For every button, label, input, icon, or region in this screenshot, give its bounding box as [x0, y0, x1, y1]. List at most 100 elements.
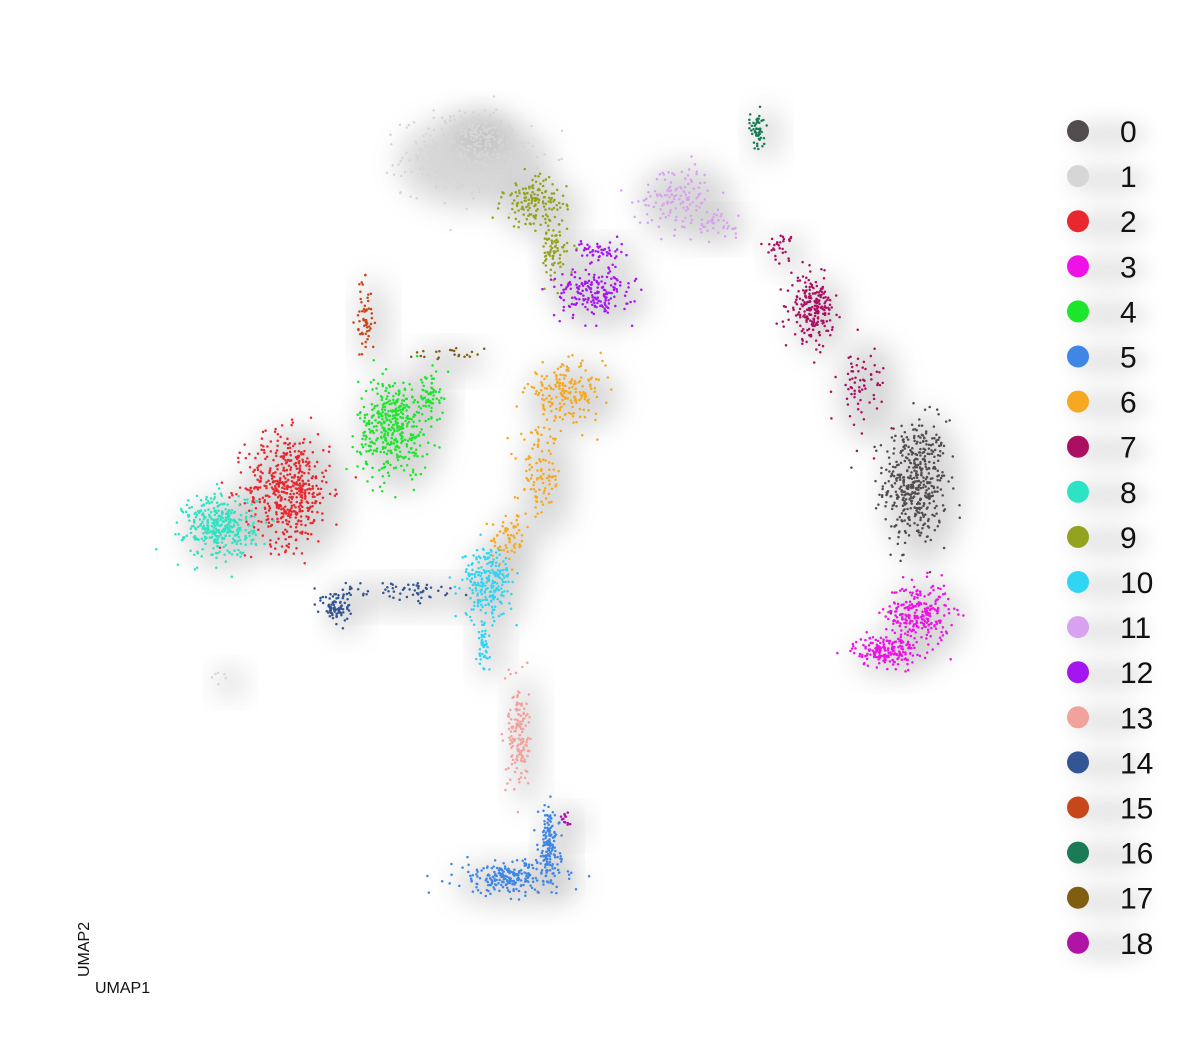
point [430, 415, 433, 419]
point [613, 256, 617, 260]
point [631, 201, 634, 204]
point [618, 284, 622, 287]
point [550, 409, 553, 413]
point [561, 262, 565, 266]
point [277, 553, 281, 556]
point [914, 465, 917, 469]
point [508, 736, 511, 739]
point [886, 667, 889, 671]
point [362, 405, 366, 409]
point [297, 456, 300, 459]
point [239, 555, 242, 558]
point [539, 855, 543, 858]
point [882, 654, 885, 657]
point [514, 729, 517, 733]
point [467, 125, 471, 129]
point [421, 388, 425, 392]
point [909, 652, 912, 655]
point [900, 603, 904, 607]
point [925, 439, 928, 443]
point [506, 590, 509, 593]
point [230, 553, 234, 556]
point [410, 418, 413, 421]
point [575, 283, 578, 287]
point [925, 575, 929, 579]
cluster-8-points [154, 482, 275, 579]
point [251, 524, 255, 527]
point [513, 718, 517, 721]
point [290, 510, 294, 513]
point [929, 615, 932, 618]
point [520, 539, 524, 543]
point [224, 519, 228, 522]
point [392, 442, 396, 445]
point [939, 587, 942, 591]
point [591, 295, 594, 299]
point [480, 592, 484, 596]
point [315, 460, 319, 464]
point [530, 863, 534, 867]
point [937, 412, 940, 416]
point [453, 118, 457, 121]
point [547, 492, 551, 496]
point [543, 826, 547, 830]
point [665, 193, 669, 197]
point [227, 514, 231, 517]
point [309, 532, 313, 536]
point [216, 541, 220, 545]
point [277, 506, 281, 510]
point [689, 214, 693, 217]
point [515, 723, 519, 726]
point [300, 499, 303, 502]
point [185, 503, 189, 507]
point [925, 609, 929, 613]
point [377, 416, 381, 419]
point [298, 482, 302, 485]
point [527, 863, 531, 866]
point [469, 166, 472, 170]
point [508, 869, 511, 873]
point [513, 761, 517, 764]
point [202, 524, 205, 528]
point [415, 410, 419, 414]
point [480, 577, 484, 580]
point [932, 425, 936, 428]
point [482, 129, 486, 133]
density-glow-cluster-14 [335, 583, 488, 612]
point [563, 413, 567, 417]
point [570, 401, 574, 404]
point [300, 470, 304, 474]
point [578, 276, 582, 280]
point [268, 468, 272, 472]
point [290, 423, 293, 427]
point [542, 855, 545, 858]
point [557, 470, 560, 473]
point [823, 306, 826, 309]
point [453, 585, 457, 589]
point [492, 608, 496, 611]
point [615, 278, 618, 281]
point [908, 476, 911, 480]
point [543, 489, 546, 492]
point [545, 397, 548, 400]
point [276, 517, 279, 520]
point [347, 591, 351, 595]
point [501, 134, 504, 137]
point [401, 156, 404, 160]
point [905, 502, 908, 505]
point [380, 467, 384, 470]
point [815, 291, 819, 294]
point [412, 488, 416, 492]
point [562, 402, 566, 406]
point [193, 512, 196, 515]
point [922, 457, 926, 460]
point [584, 268, 588, 272]
point [483, 591, 487, 594]
point [558, 234, 562, 237]
point [695, 204, 698, 208]
point [914, 631, 917, 634]
point [479, 129, 482, 133]
point [411, 468, 415, 472]
point [512, 873, 516, 877]
point [606, 311, 610, 314]
